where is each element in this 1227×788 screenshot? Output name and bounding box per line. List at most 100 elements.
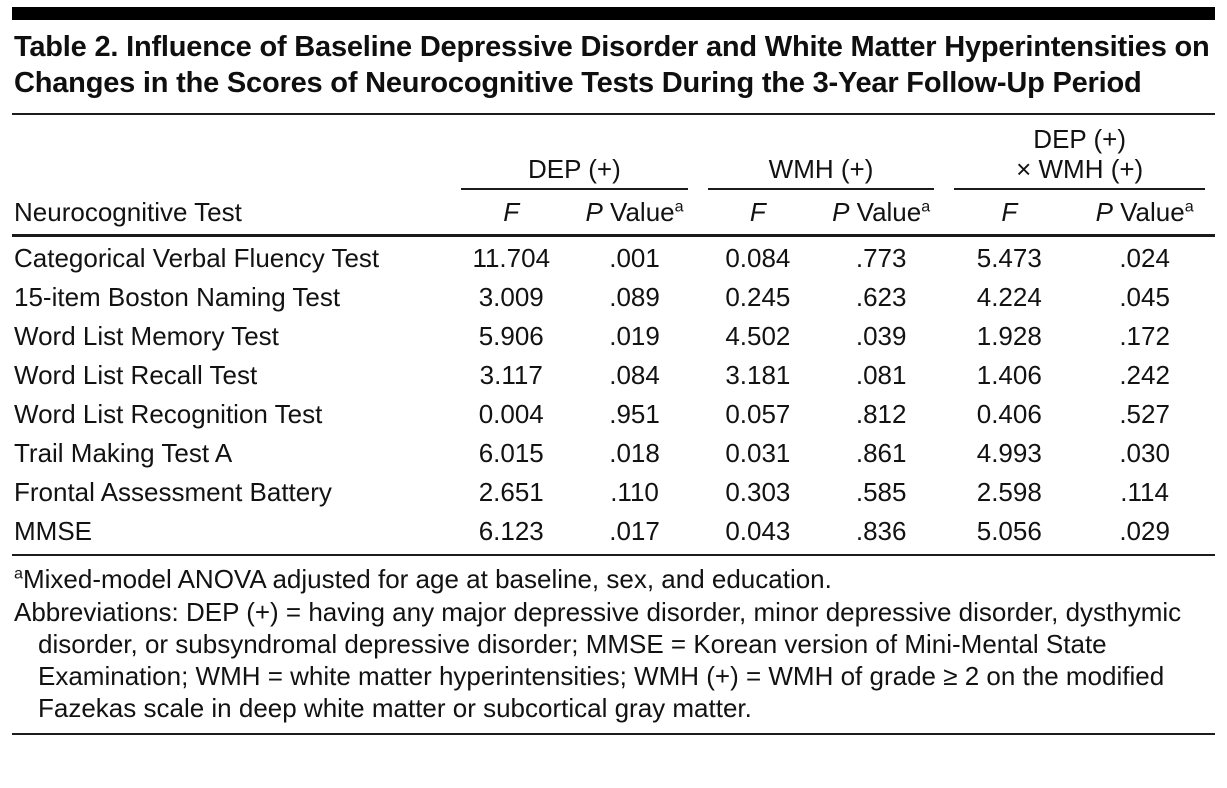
top-rule-bar [12, 7, 1215, 20]
results-table: DEP (+) WMH (+) DEP (+) × WMH (+) Neuroc… [12, 115, 1215, 557]
test-name-cell: Word List Recall Test [14, 360, 258, 391]
interaction-p-cell: .242 [1119, 360, 1170, 391]
wmh-p-cell: .836 [818, 512, 945, 557]
group-spacer [12, 115, 451, 190]
dep-f-cell: 6.015 [478, 438, 544, 469]
dep-f-cell: 6.123 [451, 512, 572, 557]
column-group-interaction-label-line2: × WMH (+) [1016, 154, 1144, 185]
wmh-f-cell: 0.084 [725, 243, 791, 274]
value-label: Value [849, 197, 922, 228]
interaction-f-cell: 5.473 [976, 243, 1042, 274]
footnotes-section: aMixed-model ANOVA adjusted for age at b… [12, 556, 1215, 724]
p-label: P [832, 197, 850, 228]
dep-p-cell: .019 [609, 321, 660, 352]
p-value-column-header-dep: P Valuea [571, 190, 698, 238]
footnote-abbreviations: Abbreviations: DEP (+) = having any majo… [14, 597, 1182, 724]
column-group-wmh-label: WMH (+) [768, 154, 874, 185]
wmh-f-cell: 0.303 [725, 477, 791, 508]
column-header-row: Neurocognitive Test F P Valuea F P Value… [12, 190, 1215, 238]
wmh-f-cell: 0.043 [697, 512, 818, 557]
interaction-f-cell: 4.993 [976, 438, 1042, 469]
f-label: F [749, 197, 766, 228]
footnote-a-marker: a [14, 564, 23, 583]
dep-p-cell: .089 [609, 282, 660, 313]
dep-p-cell: .018 [609, 438, 660, 469]
p-label: P [585, 197, 603, 228]
column-group-row: DEP (+) WMH (+) DEP (+) × WMH (+) [12, 115, 1215, 191]
wmh-p-cell: .081 [855, 360, 907, 391]
footnote-a-text: Mixed-model ANOVA adjusted for age at ba… [22, 564, 832, 595]
table-row: Word List Recall Test 3.117 .084 3.181 .… [12, 356, 1215, 395]
interaction-f-cell: 5.056 [944, 512, 1075, 557]
title-divider [12, 113, 1215, 116]
dep-p-cell: .084 [609, 360, 660, 391]
dep-f-cell: 5.906 [478, 321, 544, 352]
wmh-f-cell: 0.031 [725, 438, 791, 469]
p-value-column-header-wmh: P Valuea [818, 190, 945, 238]
interaction-f-cell: 4.224 [976, 282, 1042, 313]
dep-f-cell: 11.704 [472, 243, 551, 274]
value-label: Value [602, 197, 675, 228]
interaction-p-cell: .527 [1119, 399, 1170, 430]
footnote-a-marker: a [921, 197, 931, 216]
interaction-f-cell: 0.406 [976, 399, 1042, 430]
table-title: Table 2. Influence of Baseline Depressiv… [14, 31, 1210, 99]
test-name-cell: Categorical Verbal Fluency Test [14, 243, 380, 274]
wmh-p-cell: .623 [855, 282, 907, 313]
interaction-f-cell: 2.598 [976, 477, 1042, 508]
table-row: Categorical Verbal Fluency Test 11.704 .… [12, 236, 1215, 279]
f-label: F [1001, 197, 1018, 228]
footnote-a: aMixed-model ANOVA adjusted for age at b… [14, 563, 1213, 595]
interaction-p-cell: .030 [1119, 438, 1170, 469]
test-name-cell: Word List Recognition Test [14, 399, 323, 430]
table-row: MMSE 6.123 .017 0.043 .836 5.056 .029 [12, 512, 1215, 557]
wmh-f-cell: 4.502 [725, 321, 791, 352]
wmh-p-cell: .585 [855, 477, 907, 508]
wmh-p-cell: .773 [855, 243, 907, 274]
dep-f-cell: 2.651 [478, 477, 544, 508]
wmh-p-cell: .812 [855, 399, 907, 430]
wmh-f-cell: 0.057 [725, 399, 791, 430]
f-label: F [503, 197, 520, 228]
interaction-p-cell: .114 [1120, 477, 1169, 508]
table-row: Word List Recognition Test 0.004 .951 0.… [12, 395, 1215, 434]
f-column-header-dep: F [451, 190, 572, 238]
interaction-p-cell: .024 [1119, 243, 1170, 274]
interaction-p-cell: .029 [1074, 512, 1215, 557]
dep-f-cell: 3.117 [479, 360, 543, 391]
interaction-p-cell: .045 [1119, 282, 1170, 313]
wmh-f-cell: 0.245 [725, 282, 791, 313]
column-group-dep: DEP (+) [451, 115, 698, 191]
dep-f-cell: 0.004 [478, 399, 544, 430]
dep-f-cell: 3.009 [478, 282, 544, 313]
test-name-cell: 15-item Boston Naming Test [14, 282, 341, 313]
table-row: Trail Making Test A 6.015 .018 0.031 .86… [12, 434, 1215, 473]
table-row: Frontal Assessment Battery 2.651 .110 0.… [12, 473, 1215, 512]
wmh-p-cell: .861 [855, 438, 907, 469]
table-row: 15-item Boston Naming Test 3.009 .089 0.… [12, 278, 1215, 317]
test-name-cell: Frontal Assessment Battery [14, 477, 332, 508]
p-value-column-header-interaction: P Valuea [1074, 190, 1215, 238]
test-name-cell: MMSE [12, 512, 452, 557]
test-name-cell: Word List Memory Test [14, 321, 279, 352]
column-group-interaction-label-line1: DEP (+) [1033, 124, 1127, 155]
column-group-wmh: WMH (+) [698, 115, 945, 191]
test-name-cell: Trail Making Test A [14, 438, 233, 469]
f-column-header-wmh: F [697, 190, 818, 238]
dep-p-cell: .951 [609, 399, 660, 430]
footnote-a-marker: a [1184, 197, 1194, 216]
interaction-f-cell: 1.928 [976, 321, 1042, 352]
dep-p-cell: .001 [609, 243, 660, 274]
bottom-rule [12, 733, 1215, 736]
interaction-p-cell: .172 [1119, 321, 1170, 352]
value-label: Value [1112, 197, 1185, 228]
dep-p-cell: .110 [610, 477, 659, 508]
column-group-interaction: DEP (+) × WMH (+) [944, 115, 1215, 191]
wmh-p-cell: .039 [855, 321, 907, 352]
column-group-dep-label: DEP (+) [528, 154, 621, 185]
footnote-a-marker: a [674, 197, 684, 216]
table-row: Word List Memory Test 5.906 .019 4.502 .… [12, 317, 1215, 356]
row-header-neurocognitive-test: Neurocognitive Test [12, 190, 452, 238]
dep-p-cell: .017 [571, 512, 698, 557]
